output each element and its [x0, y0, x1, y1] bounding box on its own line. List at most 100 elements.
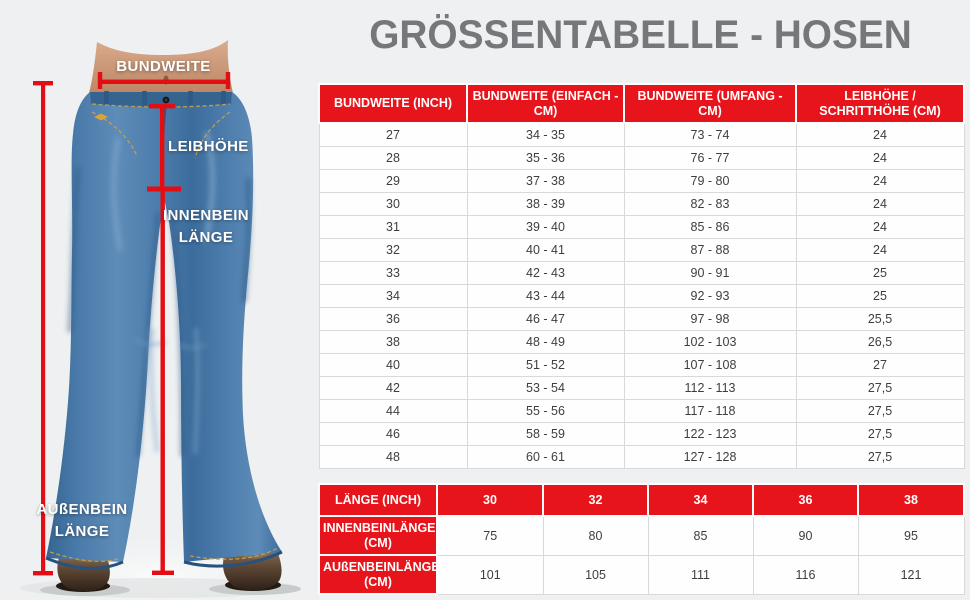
size-table-cell: 51 - 52: [466, 352, 625, 377]
length-table-cell: 111: [647, 554, 754, 595]
jeans: [45, 91, 283, 570]
size-table-cell: 48: [318, 444, 468, 469]
size-table-cell: 25,5: [795, 306, 965, 331]
aussenbein-measure-line: [33, 81, 53, 576]
bundweite-label: BUNDWEITE: [116, 58, 211, 75]
size-table-cell: 122 - 123: [623, 421, 797, 446]
size-table-cell: 127 - 128: [623, 444, 797, 469]
size-table-cell: 29: [318, 168, 468, 193]
size-table-cell: 24: [795, 122, 965, 147]
size-table-cell: 30: [318, 191, 468, 216]
size-table-header-cell: BUNDWEITE (UMFANG - CM): [623, 83, 797, 124]
size-chart-panel: GRÖSSENTABELLE - HOSEN BUNDWEITE (INCH) …: [318, 0, 965, 600]
bundweite-measure-line: [97, 72, 231, 89]
aussenbein-label-line1: AUßENBEIN: [36, 501, 128, 518]
table-row: 38 48 - 49 102 - 103 26,5: [318, 329, 965, 354]
length-table-header-cell: 32: [542, 483, 649, 517]
size-table-cell: 79 - 80: [623, 168, 797, 193]
table-row: 31 39 - 40 85 - 86 24: [318, 214, 965, 239]
size-table-header-cell: BUNDWEITE (INCH): [318, 83, 468, 124]
size-table-cell: 27,5: [795, 444, 965, 469]
size-table-cell: 40 - 41: [466, 237, 625, 262]
leibhoehe-measure-line: [147, 104, 181, 192]
jeans-photo: [0, 0, 310, 600]
table-row: 29 37 - 38 79 - 80 24: [318, 168, 965, 193]
size-table-cell: 33: [318, 260, 468, 285]
length-table-cell: AUßENBEINLÄNGE (CM): [318, 554, 440, 595]
waist-size-table: BUNDWEITE (INCH) BUNDWEITE (EINFACH - CM…: [318, 83, 965, 469]
table-row: 28 35 - 36 76 - 77 24: [318, 145, 965, 170]
table-row: INNENBEINLÄNGE (CM) 75 80 85 90 95: [318, 515, 965, 556]
table-row: 27 34 - 35 73 - 74 24: [318, 122, 965, 147]
size-table-cell: 40: [318, 352, 468, 377]
size-table-cell: 53 - 54: [466, 375, 625, 400]
table-row: 36 46 - 47 97 - 98 25,5: [318, 306, 965, 331]
size-table-cell: 112 - 113: [623, 375, 797, 400]
size-table-cell: 90 - 91: [623, 260, 797, 285]
table-row: 34 43 - 44 92 - 93 25: [318, 283, 965, 308]
size-table-cell: 46: [318, 421, 468, 446]
length-table-header-cell: 38: [857, 483, 965, 517]
size-table-cell: 28: [318, 145, 468, 170]
length-table-cell: 105: [542, 554, 649, 595]
size-table-cell: 31: [318, 214, 468, 239]
length-table-cell: 85: [647, 515, 754, 556]
size-table-header-row: BUNDWEITE (INCH) BUNDWEITE (EINFACH - CM…: [318, 83, 965, 124]
innenbein-label-line2: LÄNGE: [178, 229, 234, 246]
page-title: GRÖSSENTABELLE - HOSEN: [369, 13, 912, 57]
size-table-cell: 82 - 83: [623, 191, 797, 216]
size-table-cell: 27: [795, 352, 965, 377]
size-table-cell: 37 - 38: [466, 168, 625, 193]
size-table-cell: 117 - 118: [623, 398, 797, 423]
size-table-cell: 43 - 44: [466, 283, 625, 308]
size-table-cell: 38: [318, 329, 468, 354]
table-row: 48 60 - 61 127 - 128 27,5: [318, 444, 965, 469]
length-table-cell: 75: [436, 515, 544, 556]
size-table-cell: 46 - 47: [466, 306, 625, 331]
size-table-cell: 42 - 43: [466, 260, 625, 285]
length-table-header-cell: 30: [436, 483, 544, 517]
measurement-overlay: [33, 72, 231, 576]
size-table-cell: 24: [795, 237, 965, 262]
length-table-cell: 121: [857, 554, 965, 595]
size-table-cell: 24: [795, 191, 965, 216]
size-table-cell: 76 - 77: [623, 145, 797, 170]
size-table-cell: 87 - 88: [623, 237, 797, 262]
size-table-cell: 73 - 74: [623, 122, 797, 147]
aussenbein-label-line2: LÄNGE: [54, 523, 110, 540]
size-table-cell: 35 - 36: [466, 145, 625, 170]
size-table-cell: 24: [795, 214, 965, 239]
aussenbein-laenge-label: AUßENBEIN LÄNGE: [30, 499, 134, 543]
table-row: 30 38 - 39 82 - 83 24: [318, 191, 965, 216]
innenbein-measure-line: [152, 191, 174, 575]
size-table-cell: 107 - 108: [623, 352, 797, 377]
jeans-measurement-diagram: BUNDWEITE LEIBHÖHE INNENBEIN LÄNGE AUßEN…: [0, 0, 310, 600]
length-table-header-cell: 36: [752, 483, 859, 517]
table-row: 32 40 - 41 87 - 88 24: [318, 237, 965, 262]
size-table-cell: 58 - 59: [466, 421, 625, 446]
length-table-header-row: LÄNGE (INCH) 30 32 34 36 38: [318, 483, 965, 517]
size-table-cell: 92 - 93: [623, 283, 797, 308]
length-table-cell: 90: [752, 515, 859, 556]
leg-length-table: LÄNGE (INCH) 30 32 34 36 38 INNENBEINLÄN…: [318, 483, 965, 595]
size-table-cell: 34 - 35: [466, 122, 625, 147]
leibhoehe-label: LEIBHÖHE: [168, 138, 249, 155]
length-table-header-cell: 34: [647, 483, 754, 517]
size-table-cell: 39 - 40: [466, 214, 625, 239]
length-table-cell: 95: [857, 515, 965, 556]
size-table-cell: 102 - 103: [623, 329, 797, 354]
size-table-cell: 24: [795, 168, 965, 193]
innenbein-label-line1: INNENBEIN: [162, 207, 250, 224]
length-table-cell: INNENBEINLÄNGE (CM): [318, 515, 438, 556]
size-table-cell: 60 - 61: [466, 444, 625, 469]
size-table-cell: 26,5: [795, 329, 965, 354]
size-table-cell: 97 - 98: [623, 306, 797, 331]
size-table-header-cell: BUNDWEITE (EINFACH - CM): [466, 83, 625, 124]
size-table-cell: 25: [795, 283, 965, 308]
size-table-cell: 25: [795, 260, 965, 285]
size-table-header-cell: LEIBHÖHE / SCHRITTHÖHE (CM): [795, 83, 965, 124]
size-table-cell: 44: [318, 398, 468, 423]
size-table-cell: 85 - 86: [623, 214, 797, 239]
size-table-cell: 27,5: [795, 398, 965, 423]
